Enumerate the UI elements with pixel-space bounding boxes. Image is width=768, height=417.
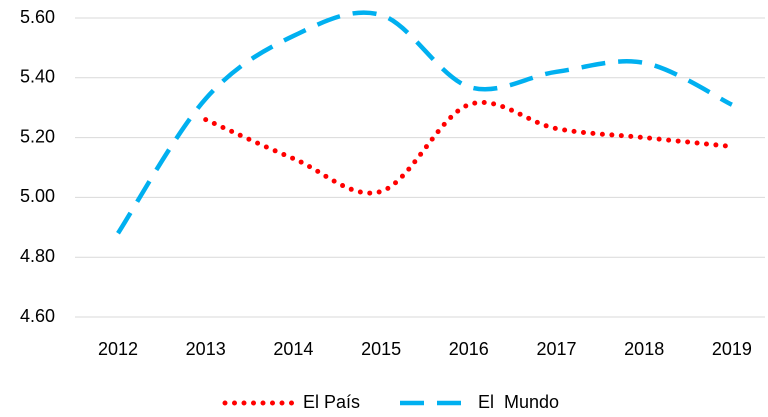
- line-series: [116, 10, 733, 235]
- x-tick-label: 2014: [273, 339, 313, 359]
- x-tick-label: 2015: [361, 339, 401, 359]
- x-tick-label: 2013: [186, 339, 226, 359]
- legend-label: El Mundo: [478, 392, 559, 412]
- x-tick-label: 2016: [449, 339, 489, 359]
- legend-label: El País: [303, 392, 360, 412]
- line-series: [203, 100, 735, 196]
- y-tick-label: 5.20: [20, 126, 55, 146]
- x-tick-label: 2019: [712, 339, 752, 359]
- x-tick-label: 2012: [98, 339, 138, 359]
- y-tick-label: 5.60: [20, 7, 55, 27]
- y-tick-label: 4.80: [20, 246, 55, 266]
- y-tick-label: 5.40: [20, 67, 55, 87]
- x-tick-label: 2018: [624, 339, 664, 359]
- y-tick-label: 5.00: [20, 186, 55, 206]
- x-tick-label: 2017: [536, 339, 576, 359]
- y-tick-label: 4.60: [20, 306, 55, 326]
